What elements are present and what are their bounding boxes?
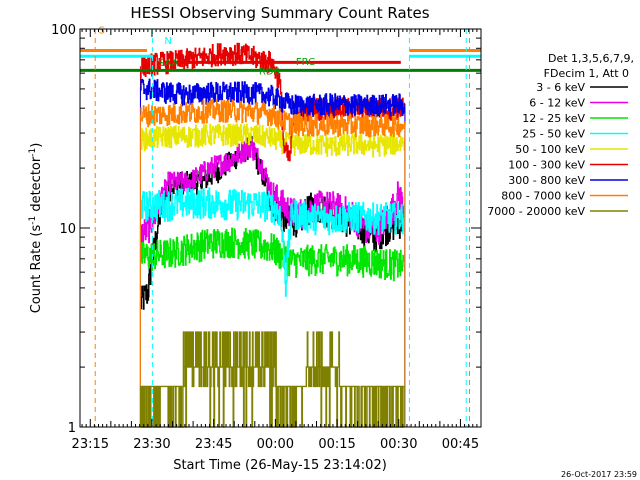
y-axis-label-part1: Count Rate (s xyxy=(29,225,44,314)
x-tick-label-3: 23:45 xyxy=(195,437,232,452)
x-tick-label-6: 00:30 xyxy=(380,437,417,452)
legend-label-9: 7000 - 20000 keV xyxy=(487,205,585,218)
flag-annotation-2: N xyxy=(164,36,171,47)
y-axis-label-sup1: -1 xyxy=(28,216,38,225)
y-axis-label-part2: detector xyxy=(29,156,44,216)
legend-label-3: 12 - 25 keV xyxy=(522,112,585,125)
y-axis: 1 10 100 xyxy=(51,23,481,436)
series-line-4 xyxy=(140,187,406,297)
y-tick-label-2: 10 xyxy=(59,222,76,237)
flag-annotation-1: S xyxy=(99,25,105,36)
annotation-layer: S N SAA RD6 FRC xyxy=(99,25,316,77)
flag-annotation-5: FRC xyxy=(296,57,315,68)
legend-label-5: 50 - 100 keV xyxy=(515,143,585,156)
series-line-5 xyxy=(140,123,406,158)
x-axis-label: Start Time (26-May-15 23:14:02) xyxy=(173,458,387,473)
flag-layer xyxy=(80,29,481,427)
date-stamp: 26-Oct-2017 23:59 xyxy=(561,470,637,479)
legend-label-6: 100 - 300 keV xyxy=(508,159,585,172)
series-line-7 xyxy=(140,78,406,118)
data-layer xyxy=(139,42,406,428)
x-tick-label-2: 23:30 xyxy=(133,437,170,452)
legend-label-8: 800 - 7000 keV xyxy=(501,190,585,203)
series-line-8 xyxy=(140,99,406,138)
x-tick-label-7: 00:45 xyxy=(442,437,479,452)
y-tick-label-3: 100 xyxy=(51,23,76,38)
chart-title: HESSI Observing Summary Count Rates xyxy=(130,4,429,22)
series-line-3 xyxy=(140,227,406,282)
y-axis-label-sup2: -1 xyxy=(28,148,38,157)
legend-label-7: 300 - 800 keV xyxy=(508,174,585,187)
y-axis-label-part3: ) xyxy=(29,143,44,148)
legend-label-4: 25 - 50 keV xyxy=(522,128,585,141)
flag-annotation-3: SAA xyxy=(158,58,179,69)
x-tick-label-1: 23:15 xyxy=(72,437,109,452)
x-tick-label-4: 00:00 xyxy=(257,437,294,452)
y-tick-label-1: 1 xyxy=(68,421,76,436)
legend: Det 1,3,5,6,7,9, FDecim 1, Att 0 3 - 6 k… xyxy=(487,52,634,218)
series-line-9 xyxy=(140,331,405,428)
legend-label-1: 3 - 6 keV xyxy=(536,81,585,94)
y-axis-label: Count Rate (s-1 detector-1) xyxy=(28,143,44,314)
x-axis: 23:15 23:30 23:45 00:00 00:15 00:30 00:45 xyxy=(72,29,482,452)
x-tick-label-5: 00:15 xyxy=(318,437,355,452)
legend-entries: 3 - 6 keV 6 - 12 keV 12 - 25 keV 25 - 50 ke… xyxy=(487,81,628,218)
flag-annotation-4: RD6 xyxy=(259,67,280,78)
legend-header-detectors: Det 1,3,5,6,7,9, xyxy=(548,52,634,65)
legend-header-decimation: FDecim 1, Att 0 xyxy=(544,67,629,80)
legend-label-2: 6 - 12 keV xyxy=(529,97,585,110)
